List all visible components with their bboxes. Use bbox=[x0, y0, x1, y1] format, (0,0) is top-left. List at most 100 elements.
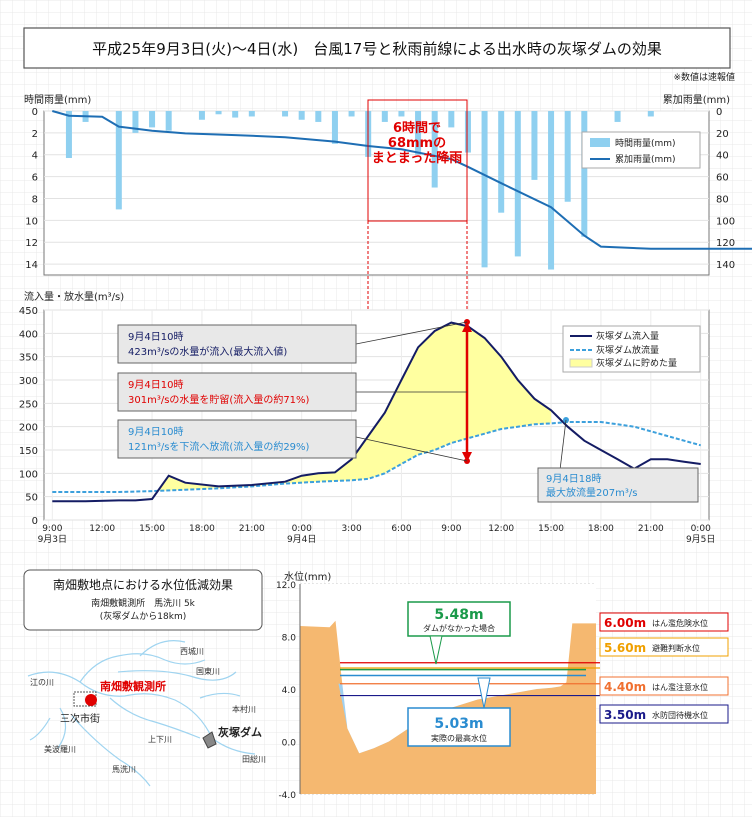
callout-max-outflow-time: 9月4日18時 bbox=[546, 473, 601, 485]
rain-bar bbox=[348, 111, 355, 117]
callout-max-outflow bbox=[537, 467, 699, 503]
callout-storage-text: 301m³/sの水量を貯留(流入量の約71%) bbox=[128, 393, 310, 406]
inflow-line bbox=[52, 321, 701, 503]
level-value-caution: 4.40m bbox=[604, 680, 646, 694]
level-box-evacuation bbox=[599, 637, 729, 657]
flow-x-tick-label: 12:00 bbox=[488, 524, 514, 534]
rain-bar bbox=[564, 111, 571, 202]
without-dam-value: 5.48m bbox=[434, 607, 483, 623]
heavy-rain-highlight-box bbox=[367, 99, 468, 222]
river-main bbox=[27, 671, 213, 739]
flow-legend: 灰塚ダム流入量 灰塚ダム放流量 灰塚ダムに貯めた量 bbox=[562, 325, 701, 373]
rain-right-tick-label: 40 bbox=[716, 151, 729, 162]
section-level-lines bbox=[340, 662, 600, 697]
rain-right-tick-label: 60 bbox=[716, 173, 729, 184]
rain-bar bbox=[548, 111, 555, 270]
level-value-danger: 6.00m bbox=[604, 616, 646, 630]
river-label-gonokawa: 江の川 bbox=[30, 678, 54, 687]
title-box bbox=[23, 27, 731, 69]
river-label-kunito: 国東川 bbox=[196, 666, 220, 676]
level-label-danger: はん濫危険水位 bbox=[652, 618, 708, 628]
rain-bar bbox=[581, 111, 588, 237]
rain-bar bbox=[448, 111, 455, 128]
rain-right-tick-label: 100 bbox=[716, 216, 735, 227]
rain-bar bbox=[415, 111, 422, 155]
actual-level-label: 実際の最高水位 bbox=[431, 733, 487, 743]
section-y-tick-label: 0.0 bbox=[282, 739, 297, 749]
rain-bar bbox=[331, 111, 338, 144]
storage-arrow-head-bottom bbox=[462, 452, 472, 462]
section-y-tick-label: -4.0 bbox=[278, 791, 296, 801]
river-motomura bbox=[199, 692, 241, 699]
actual-level-value: 5.03m bbox=[434, 716, 483, 732]
cumulative-rain-line bbox=[52, 110, 752, 250]
flow-y-ticks: 0 50 100 150 200 250 300 350 400 450 bbox=[19, 306, 38, 527]
rain-bar bbox=[65, 111, 72, 159]
section-y-ticks: 12.0 8.0 4.0 0.0 -4.0 bbox=[276, 581, 296, 801]
dam-label: 灰塚ダム bbox=[218, 725, 262, 739]
callout-max-inflow bbox=[117, 324, 357, 364]
callout-max-outflow-text: 最大放流量207m³/s bbox=[546, 486, 637, 499]
rain-bar bbox=[248, 111, 255, 117]
rain-bar bbox=[165, 111, 172, 131]
river-label-mihara: 美波羅川 bbox=[44, 744, 76, 754]
rain-left-tick-label: 10 bbox=[25, 216, 38, 227]
storage-arrow-head-top bbox=[462, 322, 472, 332]
callout-without-dam-pointer bbox=[429, 635, 443, 665]
section-y-tick-label: 4.0 bbox=[282, 686, 297, 696]
flow-y-tick-label: 100 bbox=[19, 469, 38, 480]
flow-y-tick-label: 250 bbox=[19, 399, 38, 410]
inset-station-info: 南畑敷観測所 馬洗川 5k bbox=[91, 597, 196, 609]
annotation-line: 68mmの bbox=[388, 136, 446, 151]
flow-x-tick-label: 18:00 bbox=[189, 524, 215, 534]
flow-chart: 流入量・放水量(m³/s) 0 50 100 150 200 250 300 350 400 45… bbox=[19, 290, 716, 545]
rain-bar bbox=[198, 111, 205, 120]
flow-y-tick-label: 450 bbox=[19, 306, 38, 317]
flow-date-label: 9月4日 bbox=[287, 534, 316, 545]
callout-actual-pointer bbox=[477, 677, 491, 709]
callout-without-dam bbox=[407, 601, 511, 637]
level-labels: 6.00m はん濫危険水位 5.60m 避難判断水位 4.40m はん濫注意水位… bbox=[599, 612, 729, 724]
annotation-line: まとまった降雨 bbox=[372, 150, 462, 166]
heavy-rain-annotation: 6時間で 68mmのまとまった降雨 bbox=[372, 120, 462, 166]
section-y-tick-label: 12.0 bbox=[276, 581, 296, 591]
without-dam-label: ダムがなかった場合 bbox=[423, 623, 495, 633]
rain-right-ticks: 0 20 40 60 80 100 120 140 bbox=[716, 107, 735, 271]
level-value-standby: 3.50m bbox=[604, 708, 646, 722]
rain-left-tick-label: 2 bbox=[32, 129, 38, 140]
callout-max-inflow-time: 9月4日10時 bbox=[128, 331, 183, 343]
river-kunito bbox=[117, 670, 237, 681]
flow-y-tick-label: 300 bbox=[19, 376, 38, 387]
outflow-line bbox=[52, 421, 701, 493]
rain-right-axis-label: 累加雨量(mm) bbox=[663, 94, 730, 106]
rain-legend-hourly: 時間雨量(mm) bbox=[615, 138, 676, 149]
flow-x-tick-label: 21:00 bbox=[638, 524, 664, 534]
legend-storage: 灰塚ダムに貯めた量 bbox=[596, 357, 677, 369]
river-label-basen: 馬洗川 bbox=[112, 764, 136, 774]
river-label-jogeshita: 上下川 bbox=[148, 735, 172, 744]
level-label-caution: はん濫注意水位 bbox=[652, 682, 708, 692]
rain-left-ticks: 0 2 4 6 8 10 12 14 bbox=[25, 107, 38, 271]
rain-legend: 時間雨量(mm) 累加雨量(mm) bbox=[581, 131, 701, 169]
level-value-evacuation: 5.60m bbox=[604, 641, 646, 655]
river-seijo-upper bbox=[139, 640, 186, 657]
rain-bar bbox=[381, 111, 388, 122]
provisional-note: ※数値は速報値 bbox=[673, 71, 735, 83]
rain-right-tick-label: 120 bbox=[716, 238, 735, 249]
rain-left-tick-label: 14 bbox=[25, 260, 38, 271]
flow-x-tick-label: 18:00 bbox=[588, 524, 614, 534]
rain-bar bbox=[647, 111, 654, 117]
rain-right-tick-label: 80 bbox=[716, 194, 729, 205]
rain-legend-cumulative: 累加雨量(mm) bbox=[615, 154, 676, 165]
flow-x-tick-label: 15:00 bbox=[139, 524, 165, 534]
inset-title: 南畑敷地点における水位低減効果 bbox=[53, 577, 233, 592]
rain-bar bbox=[514, 111, 521, 257]
rain-bar bbox=[498, 111, 505, 213]
legend-inflow: 灰塚ダム流入量 bbox=[596, 330, 659, 342]
flow-x-tick-label: 9:00 bbox=[42, 524, 62, 534]
flow-x-tick-label: 3:00 bbox=[341, 524, 361, 534]
flow-axis-label: 流入量・放水量(m³/s) bbox=[24, 290, 124, 303]
dam-icon bbox=[202, 731, 217, 749]
callout-max-inflow-text: 423m³/sの水量が流入(最大流入値) bbox=[128, 345, 287, 358]
